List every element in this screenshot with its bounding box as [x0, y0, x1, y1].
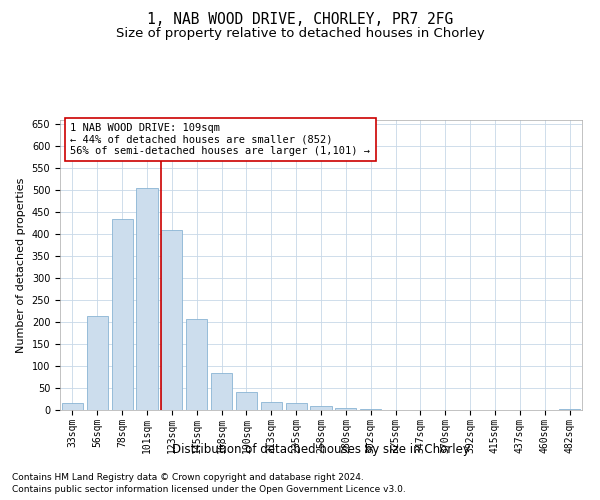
Text: Distribution of detached houses by size in Chorley: Distribution of detached houses by size … — [172, 442, 470, 456]
Text: 1 NAB WOOD DRIVE: 109sqm
← 44% of detached houses are smaller (852)
56% of semi-: 1 NAB WOOD DRIVE: 109sqm ← 44% of detach… — [70, 123, 370, 156]
Bar — [559, 408, 580, 410]
Text: 1, NAB WOOD DRIVE, CHORLEY, PR7 2FG: 1, NAB WOOD DRIVE, CHORLEY, PR7 2FG — [147, 12, 453, 28]
Bar — [261, 402, 282, 410]
Bar — [112, 219, 133, 410]
Text: Size of property relative to detached houses in Chorley: Size of property relative to detached ho… — [116, 28, 484, 40]
Bar — [286, 404, 307, 410]
Bar — [335, 408, 356, 410]
Bar — [136, 188, 158, 410]
Text: Contains public sector information licensed under the Open Government Licence v3: Contains public sector information licen… — [12, 485, 406, 494]
Bar — [360, 409, 381, 410]
Text: Contains HM Land Registry data © Crown copyright and database right 2024.: Contains HM Land Registry data © Crown c… — [12, 472, 364, 482]
Bar — [186, 318, 207, 410]
Bar — [310, 406, 332, 410]
Y-axis label: Number of detached properties: Number of detached properties — [16, 178, 26, 352]
Bar — [62, 404, 83, 410]
Bar — [87, 316, 108, 410]
Bar — [236, 392, 257, 410]
Bar — [211, 372, 232, 410]
Bar — [161, 230, 182, 410]
